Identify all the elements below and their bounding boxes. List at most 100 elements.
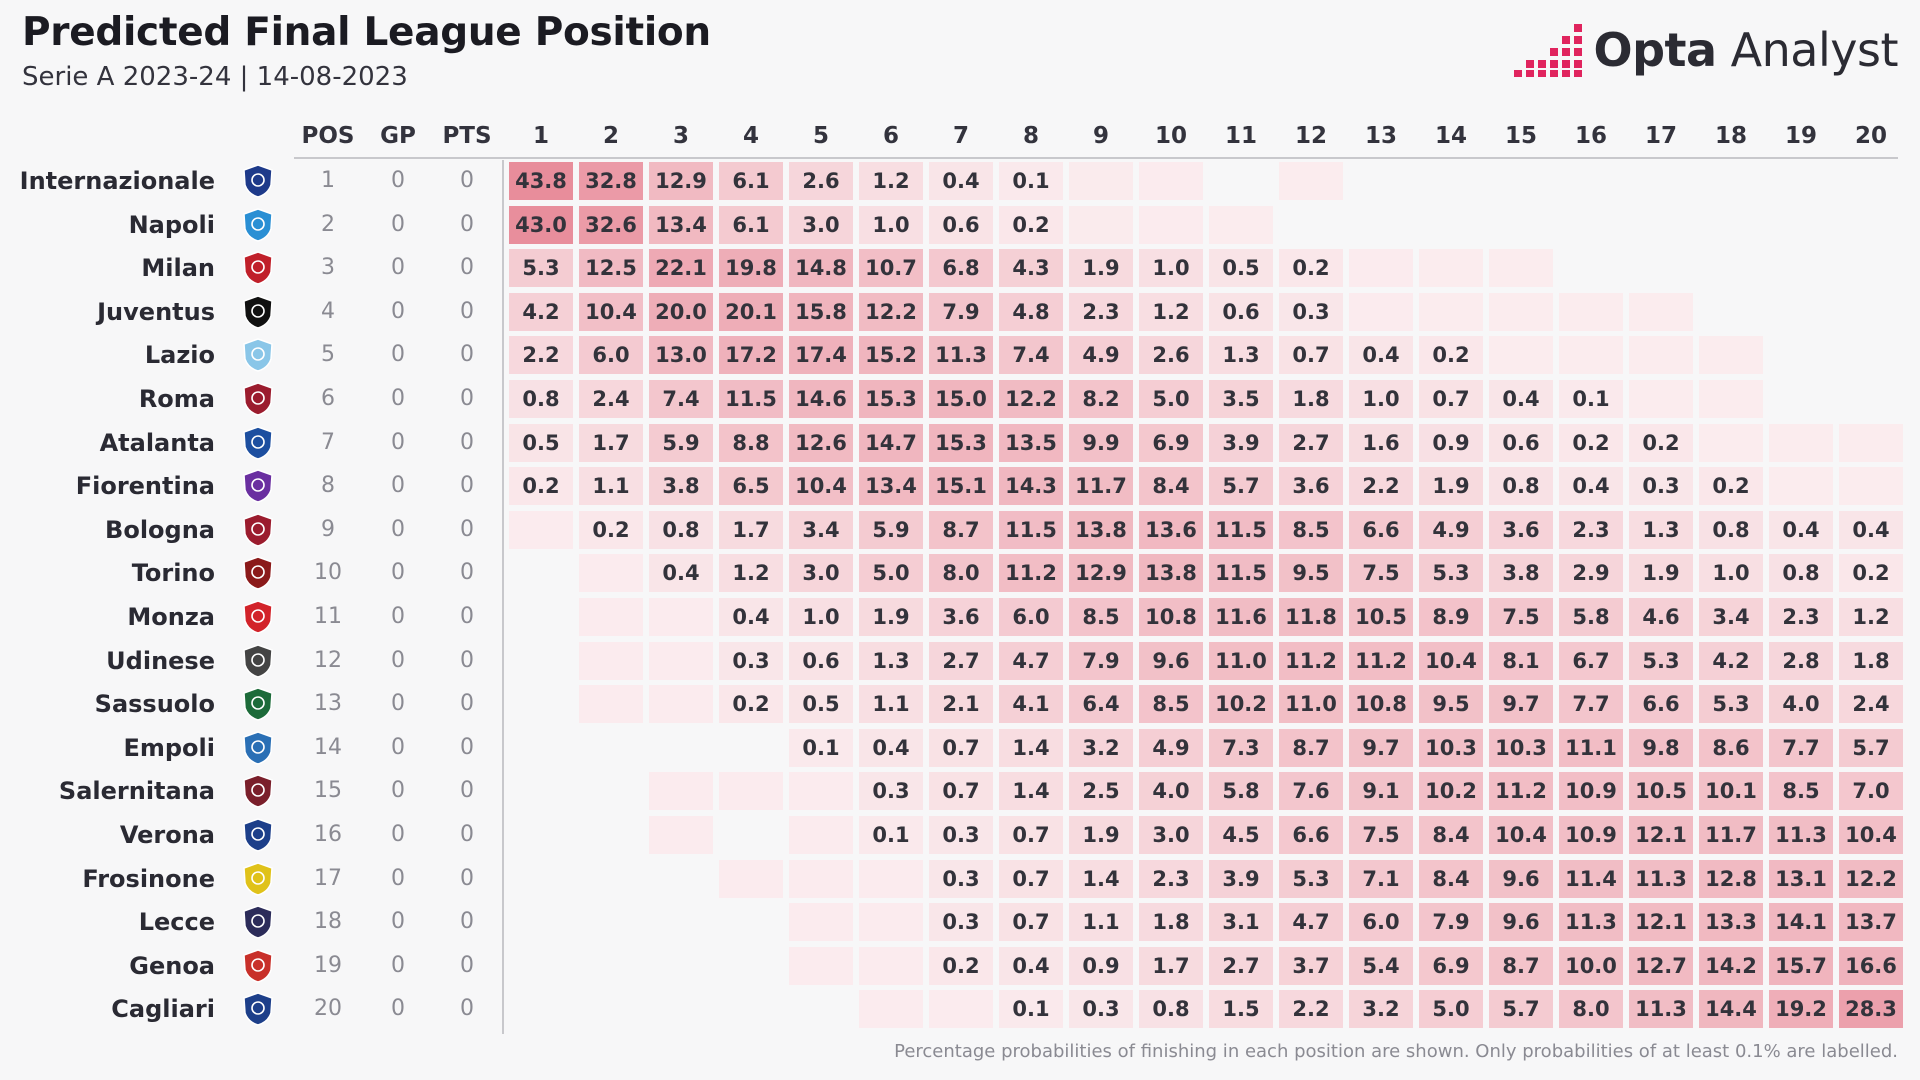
heatmap-cell: 16.6 bbox=[1839, 946, 1903, 985]
heatmap-cell: 0.8 bbox=[1769, 554, 1833, 593]
sassuolo-crest-icon bbox=[240, 686, 276, 722]
heatmap-cell: 0.2 bbox=[1629, 423, 1693, 462]
heatmap-cell: 19.8 bbox=[719, 249, 783, 288]
heatmap-cell: 14.1 bbox=[1769, 903, 1833, 942]
heatmap-cell: 0.7 bbox=[999, 859, 1063, 898]
heatmap-cell: 0.5 bbox=[509, 423, 573, 462]
heatmap-cell: 0.6 bbox=[1489, 423, 1553, 462]
team-pts: 0 bbox=[460, 429, 474, 455]
heatmap-cell: 11.7 bbox=[1699, 816, 1763, 854]
team-pts: 0 bbox=[460, 298, 474, 324]
heatmap-cell: 0.2 bbox=[1839, 554, 1903, 593]
lazio-crest-icon bbox=[240, 337, 276, 373]
heatmap-cell: 14.3 bbox=[999, 467, 1063, 506]
team-gp: 0 bbox=[391, 604, 405, 629]
heatmap-cell: 3.9 bbox=[1209, 859, 1273, 898]
heatmap-cell: 15.0 bbox=[929, 380, 993, 418]
column-header-position: 8 bbox=[1022, 123, 1039, 149]
heatmap-cell: 11.2 bbox=[1349, 641, 1413, 680]
heatmap-cell: 13.5 bbox=[999, 423, 1063, 462]
column-header-pts: PTS bbox=[442, 123, 492, 149]
column-header-position: 1 bbox=[532, 123, 549, 149]
monza-crest-icon bbox=[240, 599, 276, 635]
team-pts: 0 bbox=[460, 604, 474, 629]
heatmap-cell: 7.5 bbox=[1349, 816, 1413, 854]
heatmap-cell: 5.3 bbox=[1419, 554, 1483, 593]
heatmap-cell: 15.3 bbox=[859, 380, 923, 418]
heatmap-cell: 10.2 bbox=[1209, 685, 1273, 724]
team-gp: 0 bbox=[391, 647, 405, 673]
team-gp: 0 bbox=[391, 386, 405, 411]
team-pos: 9 bbox=[321, 516, 335, 542]
column-header-position: 2 bbox=[602, 123, 619, 149]
heatmap-cell: 12.7 bbox=[1629, 946, 1693, 985]
heatmap-cell: 14.8 bbox=[789, 249, 853, 288]
heatmap-cell: 12.1 bbox=[1629, 903, 1693, 942]
heatmap-cell: 0.6 bbox=[1209, 292, 1273, 331]
team-gp: 0 bbox=[391, 952, 405, 978]
heatmap-cell: 5.9 bbox=[859, 510, 923, 549]
heatmap-cell: 14.4 bbox=[1699, 990, 1763, 1029]
heatmap-cell: 1.4 bbox=[1069, 859, 1133, 898]
heatmap-cell: 6.1 bbox=[719, 162, 783, 200]
heatmap-cell: 0.1 bbox=[859, 816, 923, 854]
heatmap-cell: 5.3 bbox=[1279, 859, 1343, 898]
heatmap-cell: 1.1 bbox=[1069, 903, 1133, 942]
heatmap-cell: 5.7 bbox=[1209, 467, 1273, 506]
heatmap-cell: 11.3 bbox=[1769, 816, 1833, 854]
heatmap-cell: 2.2 bbox=[1279, 990, 1343, 1029]
chart-subtitle: Serie A 2023-24 | 14-08-2023 bbox=[22, 62, 408, 92]
heatmap-cell: 4.9 bbox=[1419, 510, 1483, 549]
inter-crest-icon bbox=[240, 163, 276, 199]
heatmap-cell: 11.3 bbox=[1629, 990, 1693, 1029]
heatmap-cell: 5.8 bbox=[1559, 598, 1623, 636]
heatmap-cell: 8.5 bbox=[1139, 685, 1203, 724]
heatmap-cell: 2.7 bbox=[1279, 423, 1343, 462]
team-pos: 19 bbox=[314, 952, 342, 978]
heatmap-cell: 11.0 bbox=[1209, 641, 1273, 680]
team-name: Torino bbox=[131, 559, 215, 588]
heatmap-cell: 8.6 bbox=[1699, 728, 1763, 767]
heatmap-cell: 6.7 bbox=[1559, 641, 1623, 680]
brand-name-bold: Opta bbox=[1593, 23, 1718, 77]
heatmap-cell: 1.2 bbox=[1839, 598, 1903, 636]
cagliari-crest-icon bbox=[240, 991, 276, 1027]
heatmap-cell: 12.9 bbox=[1069, 554, 1133, 593]
heatmap-cell: 2.9 bbox=[1559, 554, 1623, 593]
heatmap-cell bbox=[649, 641, 713, 680]
heatmap-cell: 9.6 bbox=[1489, 903, 1553, 942]
heatmap-cell bbox=[859, 990, 923, 1029]
column-header-position: 5 bbox=[812, 123, 829, 149]
heatmap-cell bbox=[719, 859, 783, 898]
heatmap-cell: 13.7 bbox=[1839, 903, 1903, 942]
heatmap-cell: 0.3 bbox=[929, 903, 993, 942]
frosinone-crest-icon bbox=[240, 861, 276, 897]
column-header-position: 7 bbox=[952, 123, 969, 149]
heatmap-cell: 3.2 bbox=[1349, 990, 1413, 1029]
team-name: Salernitana bbox=[58, 777, 215, 806]
team-pts: 0 bbox=[460, 778, 474, 804]
heatmap-cell bbox=[1139, 162, 1203, 200]
heatmap-cell: 1.0 bbox=[789, 598, 853, 636]
column-header-position: 13 bbox=[1364, 123, 1397, 149]
heatmap-cell: 1.7 bbox=[579, 423, 643, 462]
heatmap-cell: 11.5 bbox=[719, 380, 783, 418]
team-pts: 0 bbox=[460, 560, 474, 586]
heatmap-cell: 0.3 bbox=[859, 772, 923, 811]
heatmap-cell: 9.6 bbox=[1139, 641, 1203, 680]
team-gp: 0 bbox=[391, 473, 405, 499]
atalanta-crest-icon bbox=[240, 425, 276, 461]
heatmap-cell: 11.4 bbox=[1559, 859, 1623, 898]
team-gp: 0 bbox=[391, 865, 405, 891]
heatmap-cell: 7.7 bbox=[1559, 685, 1623, 724]
heatmap-cell: 1.1 bbox=[859, 685, 923, 724]
heatmap-cell bbox=[1629, 292, 1693, 331]
heatmap-cell: 0.2 bbox=[999, 205, 1063, 244]
column-header-position: 12 bbox=[1294, 123, 1327, 149]
heatmap-cell bbox=[1699, 380, 1763, 418]
heatmap-cell: 10.5 bbox=[1629, 772, 1693, 811]
heatmap-cell: 11.6 bbox=[1209, 598, 1273, 636]
team-gp: 0 bbox=[391, 560, 405, 586]
heatmap-cell: 4.9 bbox=[1069, 336, 1133, 375]
heatmap-cell: 11.7 bbox=[1069, 467, 1133, 506]
